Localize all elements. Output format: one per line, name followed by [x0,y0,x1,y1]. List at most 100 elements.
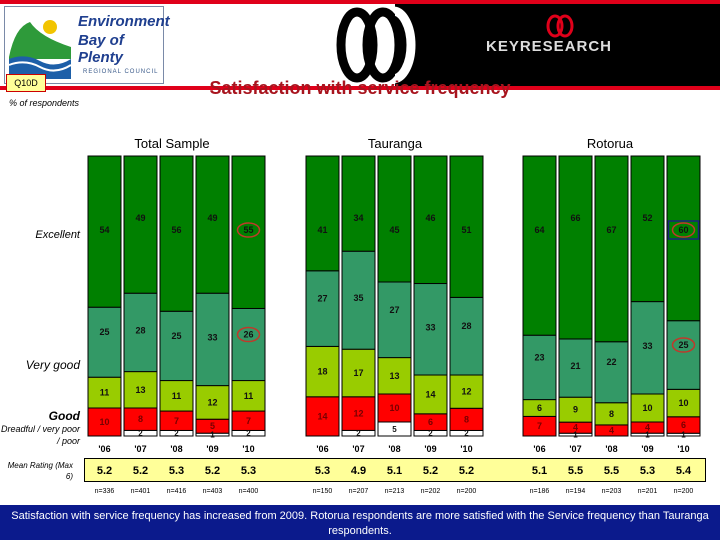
sample-size-label: n=202 [421,488,441,495]
bar-segment-poor [377,393,412,423]
year-tick-label: '09 [206,444,218,454]
highlight-box [667,220,700,240]
bar-segment-excellent [159,155,194,312]
row-label-poor: Dreadful / very poor / poor [0,424,80,446]
year-tick-label: '08 [388,444,400,454]
panel-title-total: Total Sample [134,136,210,151]
data-label: 7 [246,416,251,426]
data-label: 8 [609,409,614,419]
data-label: 8 [464,414,469,424]
data-label: 2 [428,429,433,438]
environment-bop-logo: Environment Bay of Plenty REGIONAL COUNC… [4,6,170,84]
bar-segment-very-good [630,301,665,395]
bar-segment-very-good [522,334,557,401]
header-bottom-line [0,86,720,90]
bar-segment-very-good [87,306,122,378]
data-label: 8 [138,414,143,424]
row-label-very-good: Very good [25,358,80,372]
bar-segment-excellent [377,155,412,283]
sample-size-label: n=200 [674,488,694,495]
data-label: 4 [609,425,614,435]
mean-rating-value: 4.9 [351,465,366,477]
page-title: Satisfaction with service frequency [209,78,511,98]
data-label: 12 [353,409,363,419]
data-label: 2 [138,429,143,438]
bar-segment-excellent [413,155,448,285]
data-label: 33 [642,341,652,351]
bar-segment-excellent [594,155,629,343]
data-label: 33 [207,332,217,342]
data-label: 49 [135,213,145,223]
data-label: 17 [353,368,363,378]
data-label: 1 [210,431,215,440]
mean-rating-strip [84,458,706,482]
bar-segment-excellent [341,155,376,252]
sample-size-label: n=336 [95,488,115,495]
year-tick-label: '08 [605,444,617,454]
bar-segment-very-good [341,250,376,350]
data-label: 26 [243,330,253,340]
bar-segment-very-good [594,341,629,404]
bar-segment-very-good [231,307,266,382]
data-label: 28 [461,321,471,331]
bar-segment-good [195,385,230,420]
data-label: 2 [356,429,361,438]
data-label: 46 [425,213,435,223]
data-label: 1 [645,431,650,440]
data-label: 51 [461,225,471,235]
sample-size-label: n=207 [349,488,369,495]
data-label: 13 [135,385,145,395]
data-label: 2 [246,429,251,438]
data-label: 10 [99,417,109,427]
bar-segment-good [558,396,593,423]
data-label: 10 [642,403,652,413]
data-label: 5 [210,421,215,431]
data-label: 11 [100,388,110,398]
mean-rating-value: 5.3 [315,465,330,477]
data-label: 60 [678,225,688,235]
bar-segment-excellent [123,155,158,294]
data-label: 55 [243,225,253,235]
bar-segment-good [377,357,412,395]
data-label: 23 [534,352,544,362]
bar-segment-good [231,380,266,412]
data-label: 54 [99,225,109,235]
bar-segment-very-good [558,338,593,398]
data-label: 5 [392,425,397,434]
highlight-circle [236,222,261,238]
data-label: 6 [428,417,433,427]
data-label: 66 [570,213,580,223]
data-label: 9 [573,405,578,415]
sample-size-label: n=400 [239,488,259,495]
bar-segment-good [305,345,340,398]
mean-rating-value: 5.2 [459,465,474,477]
bar-segment-very-good [159,310,194,382]
sample-size-label: n=201 [638,488,658,495]
data-label: 49 [207,213,217,223]
data-label: 25 [99,327,109,337]
year-tick-label: '07 [569,444,581,454]
bar-segment-very-good [449,296,484,376]
mean-rating-value: 5.3 [241,465,256,477]
bar-segment-poor [87,407,122,437]
data-label: 7 [537,421,542,431]
data-label: 13 [389,371,399,381]
mean-rating-value: 5.5 [568,465,583,477]
data-label: 7 [174,416,179,426]
bar-segment-excellent [87,155,122,308]
data-label: 56 [171,225,181,235]
data-label: 10 [389,403,399,413]
data-label: 11 [172,391,182,401]
data-label: 11 [244,391,254,401]
bar-segment-good [87,376,122,409]
data-label: 12 [461,387,471,397]
row-label-excellent: Excellent [35,229,80,241]
mean-rating-value: 5.2 [133,465,148,477]
bar-segment-excellent [305,155,340,272]
bar-segment-excellent [449,155,484,298]
data-label: 27 [317,294,327,304]
bar-segment-good [159,380,194,412]
bar-segment-good [666,388,701,418]
bar-segment-poor [305,396,340,437]
sample-size-label: n=150 [313,488,333,495]
